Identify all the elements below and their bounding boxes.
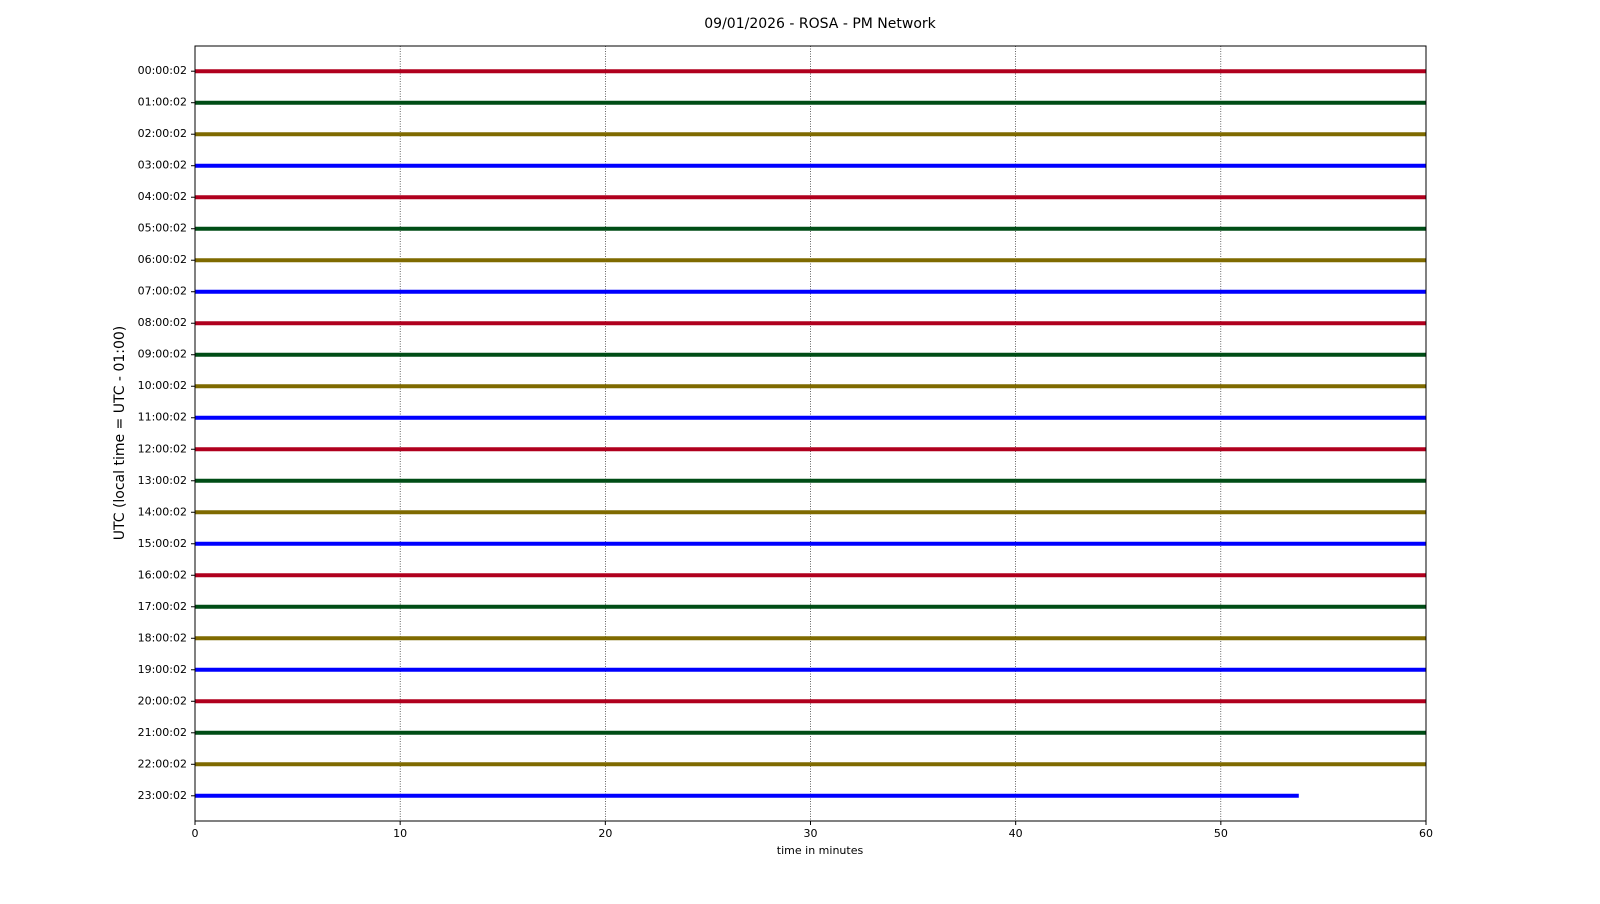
y-tick-label: 05:00:02	[138, 222, 187, 235]
y-tick-label: 12:00:02	[138, 442, 187, 455]
x-tick-label: 10	[393, 827, 407, 840]
y-tick-label: 13:00:02	[138, 474, 187, 487]
y-tick-label: 09:00:02	[138, 348, 187, 361]
x-tick-label: 30	[804, 827, 818, 840]
y-tick-label: 21:00:02	[138, 726, 187, 739]
y-tick-label: 00:00:02	[138, 64, 187, 77]
y-tick-label: 23:00:02	[138, 789, 187, 802]
y-tick-label: 06:00:02	[138, 253, 187, 266]
x-tick-label: 20	[598, 827, 612, 840]
y-tick-label: 18:00:02	[138, 631, 187, 644]
y-tick-label: 08:00:02	[138, 316, 187, 329]
y-tick-label: 22:00:02	[138, 757, 187, 770]
chart-title: 09/01/2026 - ROSA - PM Network	[704, 16, 936, 32]
y-tick-label: 07:00:02	[138, 285, 187, 298]
y-tick-label: 15:00:02	[138, 537, 187, 550]
y-tick-label: 19:00:02	[138, 663, 187, 676]
x-tick-label: 60	[1419, 827, 1433, 840]
y-tick-label: 20:00:02	[138, 694, 187, 707]
y-axis-label: UTC (local time = UTC - 01:00)	[112, 326, 128, 541]
x-axis-label: time in minutes	[777, 844, 864, 857]
y-tick-label: 10:00:02	[138, 379, 187, 392]
y-tick-label: 04:00:02	[138, 190, 187, 203]
y-tick-label: 16:00:02	[138, 568, 187, 581]
x-tick-label: 50	[1214, 827, 1228, 840]
y-tick-label: 01:00:02	[138, 96, 187, 109]
x-tick-label: 0	[192, 827, 199, 840]
y-tick-label: 14:00:02	[138, 505, 187, 518]
x-tick-label: 40	[1009, 827, 1023, 840]
y-tick-label: 03:00:02	[138, 159, 187, 172]
y-tick-label: 11:00:02	[138, 411, 187, 424]
y-tick-label: 02:00:02	[138, 127, 187, 140]
plot-frame	[194, 45, 1427, 822]
y-tick-label: 17:00:02	[138, 600, 187, 613]
